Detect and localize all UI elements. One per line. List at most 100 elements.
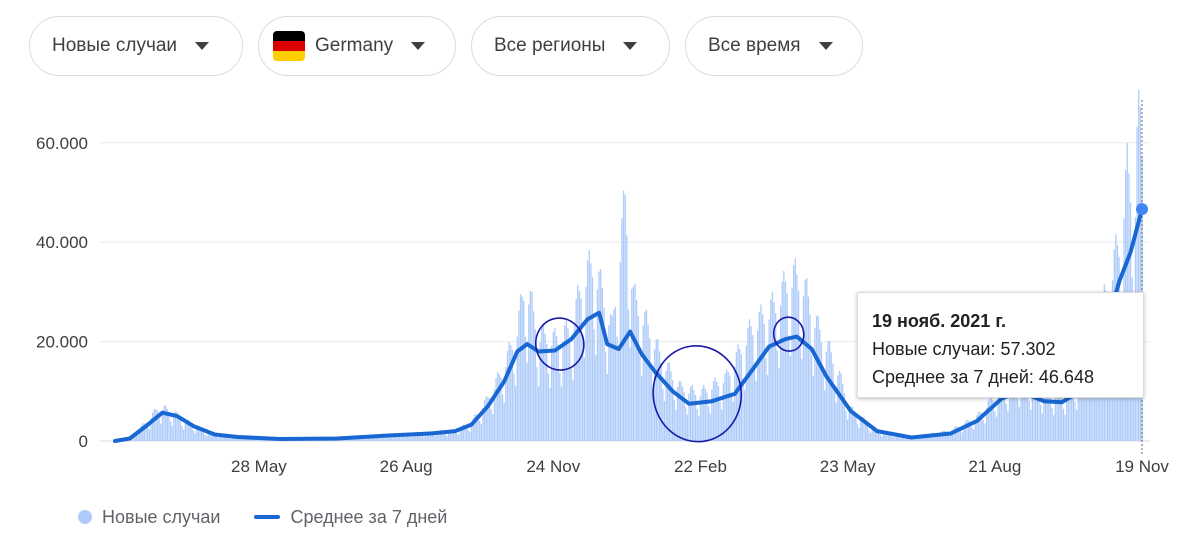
new-cases-bar [528,304,530,441]
toolbar: Новые случаи Germany Все регионы Все вре… [0,0,1182,90]
cases-chart[interactable]: 0 20.000 40.000 60.000 28 May 26 Aug 24 Nov 22… [0,90,1182,490]
new-cases-bar [742,378,744,441]
new-cases-bar [950,435,952,441]
new-cases-bar [675,409,677,441]
new-cases-bar [763,324,765,441]
new-cases-bar [586,260,589,441]
new-cases-bar [367,436,370,441]
new-cases-bar [428,430,430,441]
new-cases-bar [824,390,826,441]
new-cases-bar [232,436,234,441]
region-dropdown[interactable]: Все регионы [471,16,670,76]
new-cases-bar [843,393,846,441]
new-cases-bar [137,435,139,441]
new-cases-bar [665,370,667,441]
new-cases-bar [374,435,376,441]
new-cases-bar [156,410,159,441]
new-cases-bar [640,375,643,441]
new-cases-bar [524,336,527,441]
new-cases-bar [1069,379,1071,441]
new-cases-bar [820,342,823,441]
annotation-circle [534,317,585,371]
new-cases-bar [951,430,953,441]
new-cases-bar [475,414,478,441]
new-cases-bar [614,306,617,441]
new-cases-bar [1126,142,1128,441]
new-cases-bar [210,431,213,441]
new-cases-bar [541,327,543,441]
legend-bars-label[interactable]: Новые случаи [102,506,221,527]
new-cases-bar [449,429,451,441]
new-cases-bar [725,369,728,441]
new-cases-bar [771,291,774,441]
new-cases-bar [670,371,672,441]
new-cases-bar [559,372,561,441]
new-cases-bar [1017,398,1019,441]
new-cases-bar [680,381,682,441]
new-cases-bar [1087,397,1089,441]
new-cases-bar [479,420,481,441]
new-cases-bar [999,385,1001,441]
new-cases-bar [871,427,873,441]
new-cases-bar [994,411,996,441]
new-cases-bar [183,429,185,441]
new-cases-bar [531,291,533,441]
new-cases-bar [500,377,502,441]
new-cases-bar [696,409,698,441]
metric-dropdown[interactable]: Новые случаи [29,16,243,76]
new-cases-bar [722,383,725,441]
new-cases-bar [997,394,999,441]
new-cases-bar [451,429,453,441]
new-cases-bar [163,405,165,441]
new-cases-bar [1030,410,1032,441]
legend-line-swatch [254,515,281,519]
new-cases-bar [891,435,893,441]
new-cases-bar [1097,367,1099,441]
new-cases-bar [650,371,653,441]
new-cases-bar [1056,387,1058,441]
new-cases-bar [745,345,747,441]
new-cases-bar [387,436,389,441]
new-cases-bar [861,416,864,441]
new-cases-bar [1064,414,1066,441]
new-cases-bar [513,374,515,441]
new-cases-bar [179,418,182,441]
new-cases-bar [1110,355,1112,441]
new-cases-bar [858,428,860,441]
new-cases-bar [649,338,651,441]
germany-flag-icon [273,31,305,61]
new-cases-bar [550,345,553,441]
new-cases-bar [575,298,577,441]
new-cases-bar [1061,396,1063,441]
period-dropdown[interactable]: Все время [685,16,863,76]
new-cases-bar [676,386,679,441]
new-cases-bar [954,426,957,441]
new-cases-bar [408,433,411,441]
new-cases-bar [205,436,208,441]
new-cases-bar [384,434,386,441]
new-cases-bar [400,437,402,441]
new-cases-bar [928,434,931,441]
new-cases-bar [477,414,479,441]
x-tick-label: 22 Feb [674,457,727,476]
new-cases-bar [776,350,778,441]
new-cases-bar [376,437,378,441]
new-cases-bar [752,335,754,441]
new-cases-bar [779,305,782,441]
new-cases-bar [413,433,415,441]
new-cases-bar [927,437,929,441]
new-cases-bar [423,436,425,441]
new-cases-bar [788,335,790,441]
new-cases-bar [582,336,584,441]
new-cases-bar [578,291,581,441]
new-cases-bar [1007,411,1009,441]
legend-line-label[interactable]: Среднее за 7 дней [290,506,448,527]
new-cases-bar [544,333,546,441]
country-dropdown[interactable]: Germany [258,16,456,76]
new-cases-bar [940,432,942,441]
new-cases-bar [560,386,563,441]
new-cases-bar [1057,386,1060,441]
new-cases-bar [691,384,693,441]
new-cases-bar [418,432,420,441]
new-cases-bar [1048,387,1050,441]
